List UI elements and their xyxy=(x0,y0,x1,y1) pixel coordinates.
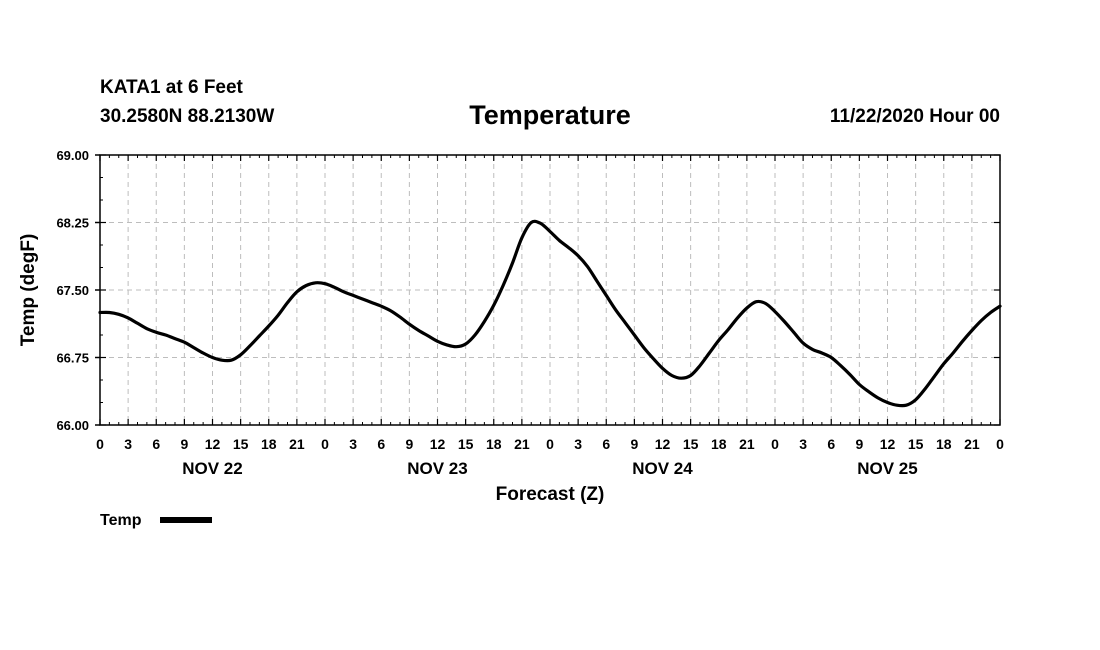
x-tick-label: 0 xyxy=(996,436,1004,452)
x-tick-label: 12 xyxy=(655,436,671,452)
x-tick-label: 12 xyxy=(880,436,896,452)
day-label: NOV 22 xyxy=(182,459,242,478)
series xyxy=(98,219,1002,408)
day-label: NOV 25 xyxy=(857,459,917,478)
y-tick-label: 67.50 xyxy=(56,283,89,298)
station-coordinates: 30.2580N 88.2130W xyxy=(100,106,275,127)
legend: Temp xyxy=(100,512,212,529)
x-tick-label: 0 xyxy=(96,436,104,452)
x-tick-label: 18 xyxy=(711,436,727,452)
y-axis-label: Temp (degF) xyxy=(18,234,39,347)
x-tick-label: 15 xyxy=(233,436,249,452)
x-axis-label: Forecast (Z) xyxy=(496,484,605,505)
x-tick-label: 0 xyxy=(546,436,554,452)
x-tick-label: 21 xyxy=(964,436,980,452)
x-tick-label: 3 xyxy=(574,436,582,452)
x-tick-label: 21 xyxy=(289,436,305,452)
x-tick-label: 9 xyxy=(405,436,413,452)
run-time: 11/22/2020 Hour 00 xyxy=(829,106,1000,127)
x-tick-label: 3 xyxy=(799,436,807,452)
x-tick-label: 6 xyxy=(377,436,385,452)
chart-title: Temperature xyxy=(469,100,631,130)
x-tick-label: 18 xyxy=(486,436,502,452)
axis-ticks: 66.00 66.75 67.50 68.25 69.00 0 3 6 9 12 15 18 21 0 3 6… xyxy=(56,148,1004,478)
x-tick-label: 9 xyxy=(630,436,638,452)
axis-labels: Forecast (Z) Temp (degF) xyxy=(18,234,604,505)
x-tick-label: 21 xyxy=(739,436,755,452)
x-tick-label: 21 xyxy=(514,436,530,452)
x-tick-label: 6 xyxy=(827,436,835,452)
x-tick-label: 15 xyxy=(458,436,474,452)
x-tick-label: 12 xyxy=(205,436,221,452)
y-tick-label: 68.25 xyxy=(56,216,89,231)
x-tick-label: 12 xyxy=(430,436,446,452)
x-tick-label: 3 xyxy=(124,436,132,452)
x-tick-label: 18 xyxy=(261,436,277,452)
plot-frame xyxy=(99,154,1001,426)
x-tick-label: 6 xyxy=(152,436,160,452)
x-tick-label: 0 xyxy=(321,436,329,452)
x-tick-label: 15 xyxy=(683,436,699,452)
x-tick-label: 9 xyxy=(855,436,863,452)
x-tick-label: 3 xyxy=(349,436,357,452)
station-name: KATA1 at 6 Feet xyxy=(100,77,243,98)
grid xyxy=(100,155,1000,425)
x-tick-label: 6 xyxy=(602,436,610,452)
day-label: NOV 23 xyxy=(407,459,467,478)
x-tick-label: 15 xyxy=(908,436,924,452)
y-tick-label: 69.00 xyxy=(56,148,89,163)
series-line-temp xyxy=(98,219,1002,408)
x-tick-label: 18 xyxy=(936,436,952,452)
x-tick-label: 0 xyxy=(771,436,779,452)
legend-label: Temp xyxy=(100,512,142,529)
y-tick-label: 66.75 xyxy=(56,351,89,366)
day-label: NOV 24 xyxy=(632,459,693,478)
y-tick-label: 66.00 xyxy=(56,418,89,433)
x-tick-label: 9 xyxy=(180,436,188,452)
